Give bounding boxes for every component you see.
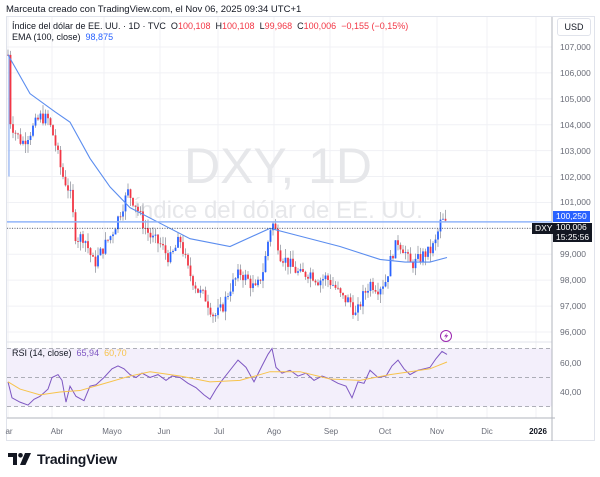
tradingview-logo-icon [8, 453, 31, 465]
close-value: 100,006 [303, 21, 337, 31]
rsi-tick: 40,00 [560, 387, 582, 397]
ema-line [7, 54, 448, 263]
time-tick: Jul [213, 427, 225, 436]
price-tick: 96,000 [560, 327, 586, 337]
time-tick: ar [5, 427, 13, 436]
footer-logo[interactable]: TradingView [8, 451, 117, 467]
watermark-subtitle: Índice del dólar de EE. UU. [133, 197, 423, 224]
time-tick: Mayo [102, 427, 122, 436]
price-tick: 99,000 [560, 249, 586, 260]
time-tick: Jun [157, 427, 171, 436]
rsi-ma-line [7, 361, 448, 396]
price-tick: 107,000 [560, 42, 591, 52]
rsi-legend: RSI (14, close) 65,94 60,70 [12, 348, 127, 358]
rsi-label[interactable]: RSI (14, close) [12, 348, 72, 358]
price-tick: 106,000 [560, 67, 591, 78]
watermark-title: DXY, 1D [184, 138, 372, 194]
currency-button[interactable]: USD [557, 18, 591, 36]
event-lightning-icon[interactable] [440, 330, 452, 342]
price-tick: 103,000 [560, 145, 591, 156]
symbol-tag: DXY [532, 223, 556, 235]
rsi-line [7, 347, 448, 406]
ohlc-row: Índice del dólar de EE. UU. · 1D · TVC O… [12, 21, 409, 31]
rsi-value: 65,94 [76, 348, 100, 358]
candles [7, 49, 447, 323]
price-tick: 105,000 [560, 93, 591, 104]
high-value: 100,108 [222, 21, 255, 31]
last-price-tag: 100,006 15:25:56 [553, 222, 593, 243]
price-tick: 104,000 [560, 119, 591, 130]
time-tick: Nov [429, 427, 445, 436]
ema-label[interactable]: EMA (100, close) [12, 32, 81, 42]
ema-value: 98,875 [85, 32, 114, 42]
price-tick: 97,000 [560, 301, 586, 312]
symbol-name[interactable]: Índice del dólar de EE. UU. · 1D · TVC [12, 21, 166, 31]
rsi-tick: 60,00 [560, 358, 582, 368]
main-legend: Índice del dólar de EE. UU. · 1D · TVC O… [12, 21, 408, 43]
time-tick: Oct [378, 427, 392, 436]
rsi-ma-value: 60,70 [104, 348, 127, 358]
footer-brand: TradingView [37, 451, 118, 467]
price-tick: 102,000 [560, 171, 591, 182]
hline-price-tag: 100,250 [553, 210, 590, 222]
time-tick: Sep [323, 427, 339, 436]
price-tick: 98,000 [560, 275, 586, 286]
time-tick: Dic [481, 427, 493, 436]
low-value: 99,968 [264, 21, 293, 31]
change-value: −0,155 (−0,15%) [341, 21, 409, 31]
open-value: 100,108 [177, 21, 211, 31]
chart-caption: Marceuta creado con TradingView.com, el … [6, 4, 302, 15]
time-tick: 2026 [529, 427, 547, 436]
rsi-band [7, 348, 552, 407]
time-tick: Ago [266, 427, 282, 436]
price-tick: 101,000 [560, 197, 591, 208]
time-tick: Abr [50, 427, 64, 436]
ema-row: EMA (100, close) 98,875 [12, 32, 408, 43]
